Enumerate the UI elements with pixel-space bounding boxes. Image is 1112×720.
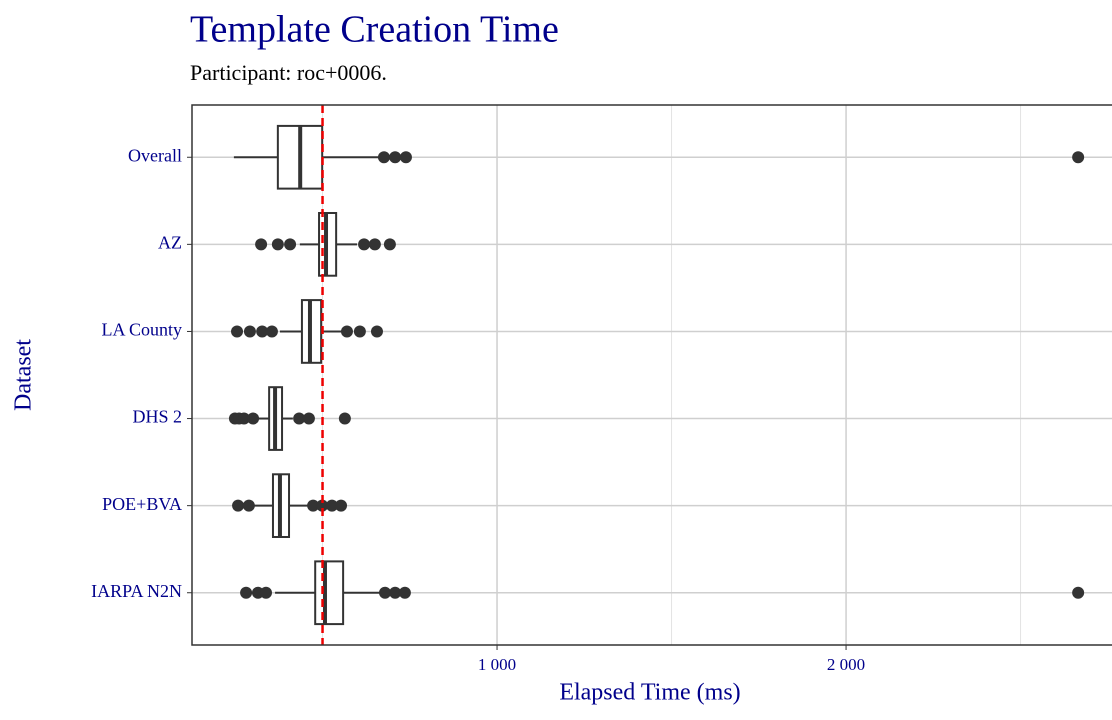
outlier [399,151,412,164]
outlier [353,325,366,338]
outlier [243,325,256,338]
outlier [240,586,253,599]
chart-subtitle: Participant: roc+0006. [190,60,387,85]
outlier [340,325,353,338]
box [314,560,345,626]
outlier [242,499,255,512]
outlier [255,238,268,251]
outlier [389,586,402,599]
chart-title: Template Creation Time [190,9,559,51]
outlier [358,238,371,251]
outlier [370,325,383,338]
y-tick-label: DHS 2 [132,407,182,427]
y-tick-label: POE+BVA [102,494,182,514]
outlier [325,499,338,512]
y-tick-label: AZ [158,232,182,252]
outlier [259,586,272,599]
outlier [284,238,297,251]
x-tick-label: 1 000 [478,655,516,674]
y-tick-label: Overall [128,145,182,165]
outlier [293,412,306,425]
outlier [256,325,269,338]
outlier [247,412,260,425]
outlier [335,499,348,512]
outlier [302,412,315,425]
outlier [389,151,402,164]
x-tick-label: 2 000 [827,655,865,674]
outlier [307,499,320,512]
outlier [338,412,351,425]
x-axis-label: Elapsed Time (ms) [559,680,740,706]
outlier [383,238,396,251]
outlier [368,238,381,251]
y-tick-label: IARPA N2N [91,581,182,601]
outlier [1072,151,1085,164]
y-tick-label: LA County [101,320,182,340]
outlier [398,586,411,599]
outlier [271,238,284,251]
outlier [231,325,244,338]
outlier [379,586,392,599]
outlier [377,151,390,164]
outlier [316,499,329,512]
y-axis-label: Dataset [11,339,37,411]
outlier [238,412,251,425]
outlier [1072,586,1085,599]
outlier [232,499,245,512]
panel-border [191,104,1112,646]
outlier [265,325,278,338]
